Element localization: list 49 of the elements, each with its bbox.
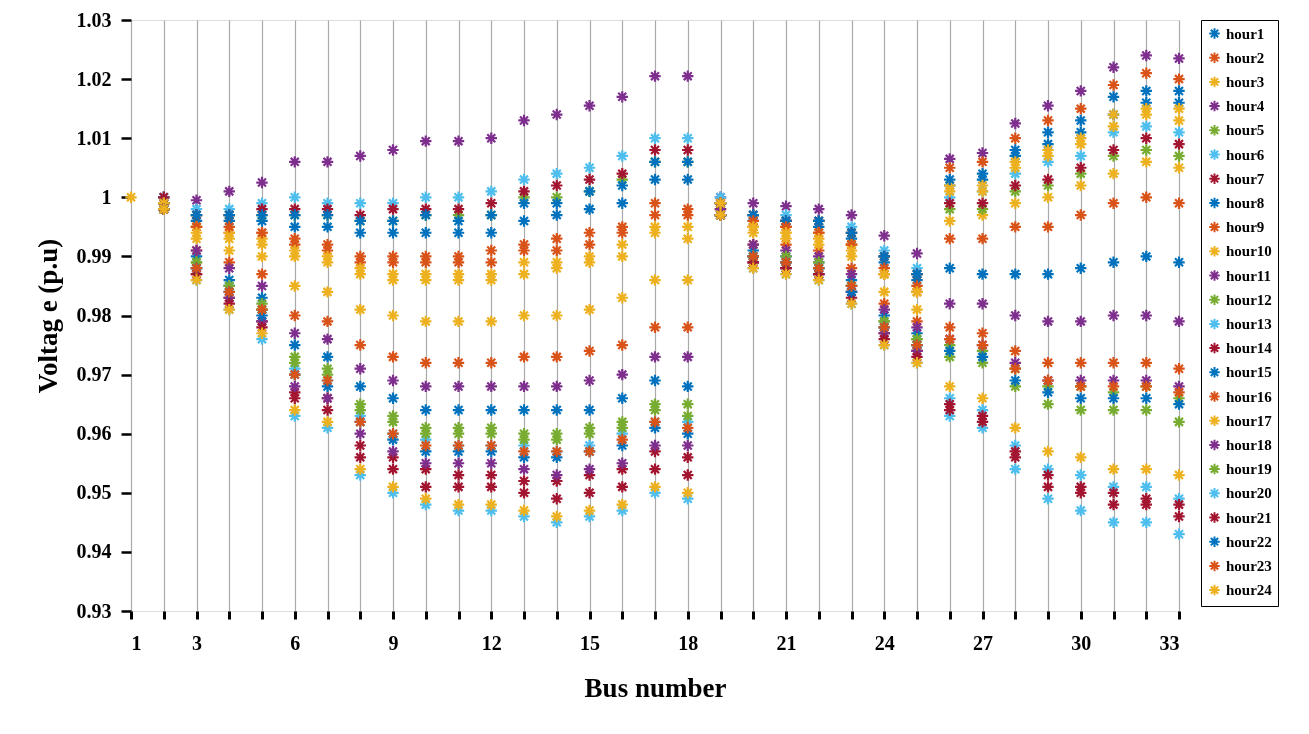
legend-label: hour5 [1226,122,1265,139]
legend-label: hour15 [1226,364,1272,381]
legend-label: hour23 [1226,557,1272,574]
x-tick-label: 9 [388,631,399,654]
y-tick-label: 0.97 [76,363,112,386]
x-tick-label: 33 [1159,631,1180,654]
legend-label: hour17 [1226,412,1273,429]
legend-label: hour3 [1226,73,1265,90]
legend-label: hour2 [1226,49,1265,66]
x-tick-label: 15 [580,631,600,654]
legend-label: hour20 [1226,485,1272,502]
x-tick-label: 18 [678,631,699,654]
x-tick-label: 6 [290,631,301,654]
y-tick-label: 0.99 [76,244,112,267]
y-axis-title: Voltag e (p.u) [32,238,63,394]
legend-label: hour16 [1226,388,1273,405]
x-tick-label: 1 [131,631,142,654]
legend-label: hour4 [1226,98,1265,115]
legend-label: hour10 [1226,243,1272,260]
x-tick-label: 21 [776,631,797,654]
y-tick-label: 1.03 [76,8,112,31]
legend-label: hour6 [1226,146,1265,163]
legend-label: hour24 [1226,582,1273,599]
x-tick-label: 24 [874,631,895,654]
legend-label: hour7 [1226,170,1265,187]
y-tick-label: 1.02 [76,67,112,90]
y-tick-label: 1.01 [76,126,112,149]
y-tick-label: 0.94 [76,540,112,563]
x-tick-label: 30 [1071,631,1092,654]
legend-label: hour18 [1226,436,1272,453]
y-tick-label: 1 [101,185,112,208]
y-tick-label: 0.93 [76,599,112,622]
y-tick-label: 0.96 [76,422,112,445]
legend-label: hour13 [1226,315,1272,332]
legend-label: hour12 [1226,291,1272,308]
legend-label: hour19 [1226,461,1272,478]
x-tick-label: 12 [481,631,502,654]
legend-label: hour1 [1226,25,1265,42]
legend-label: hour14 [1226,340,1273,357]
x-tick-label: 27 [973,631,993,654]
y-tick-label: 0.98 [76,304,112,326]
legend-label: hour21 [1226,509,1272,526]
legend-label: hour22 [1226,533,1272,550]
legend-label: hour11 [1226,267,1272,284]
x-axis-title: Bus number [584,672,727,703]
y-tick-label: 0.95 [76,481,112,504]
x-tick-label: 3 [192,631,202,654]
legend-label: hour9 [1226,219,1265,236]
legend-label: hour8 [1226,194,1265,211]
